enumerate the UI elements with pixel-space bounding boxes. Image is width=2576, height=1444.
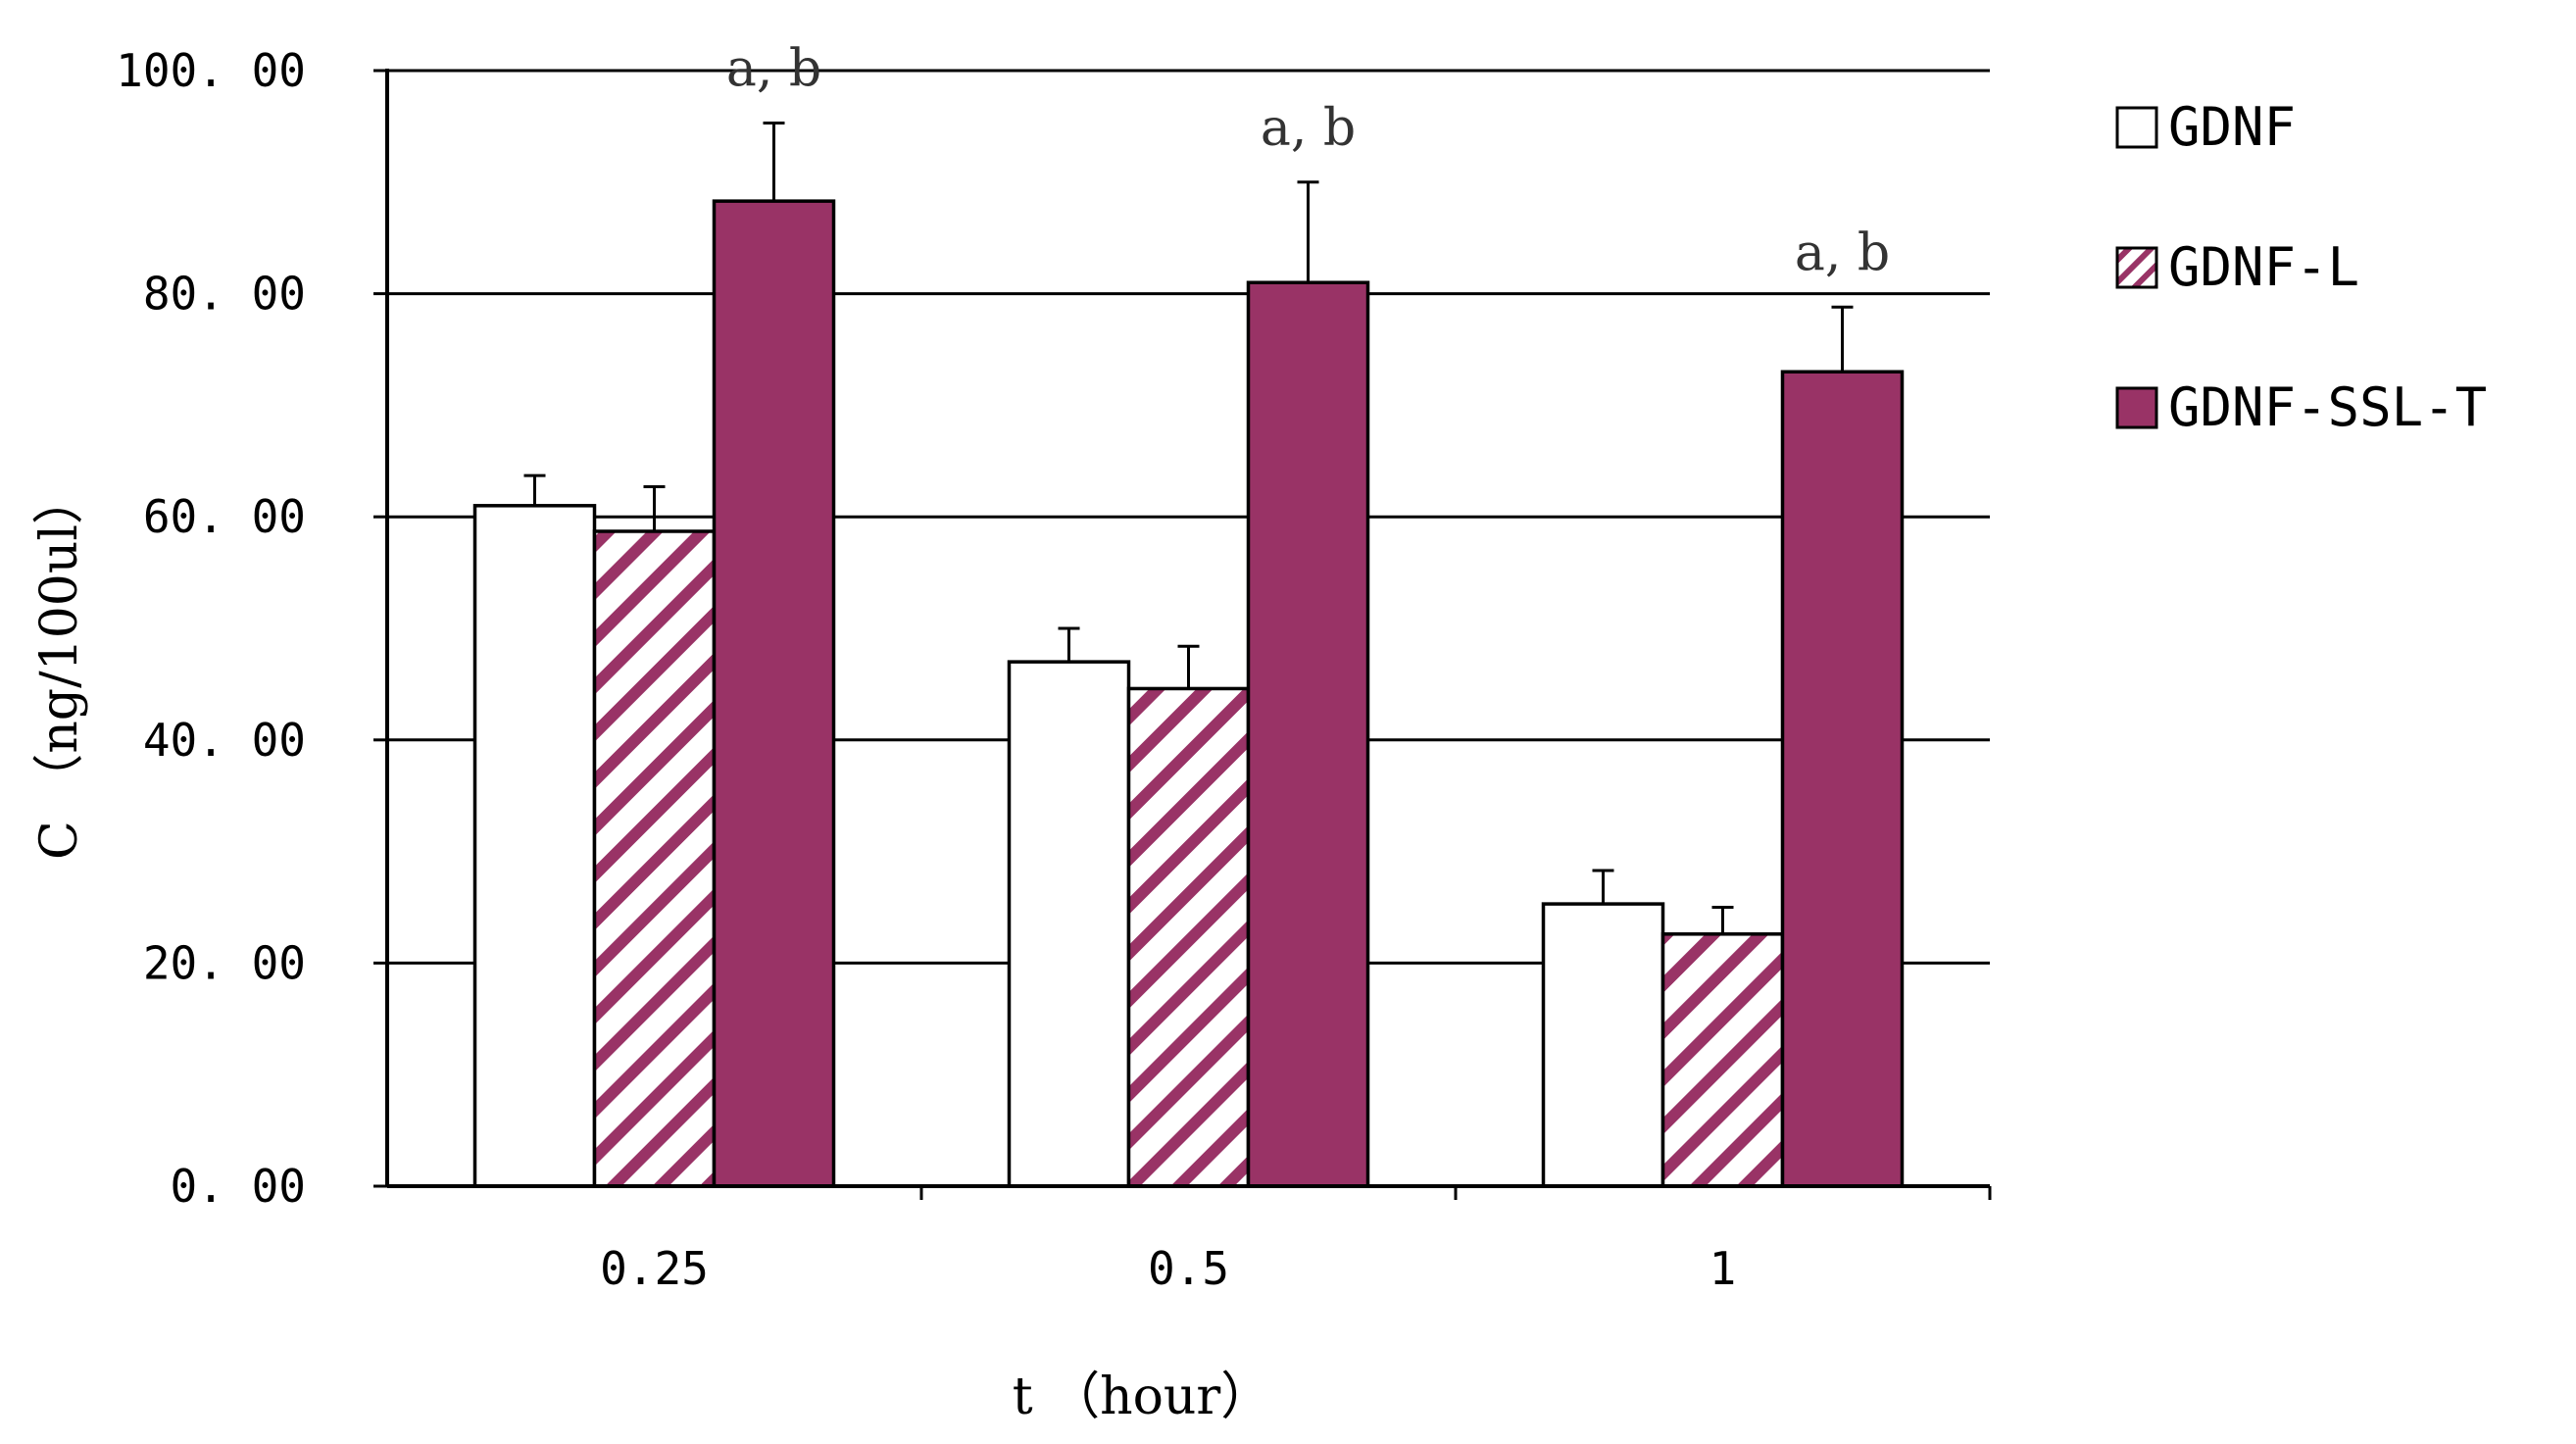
legend-swatch: [2115, 246, 2158, 289]
legend: GDNF GDNF-L GDNF-SSL-T: [2115, 96, 2487, 438]
bar-gdnf-0.25: [472, 504, 597, 1188]
bar-gdnf-l-1: [1660, 932, 1785, 1188]
y-tick-label: 100. 00: [116, 44, 306, 97]
y-axis-title: C （ng/100ul）: [30, 473, 89, 860]
y-tick-label: 20. 00: [143, 936, 306, 989]
bar-gdnf-ssl-t-0.5: [1246, 280, 1370, 1188]
y-tick-label: 80. 00: [143, 268, 306, 321]
x-tick-label: 0.25: [600, 1242, 709, 1295]
bar-gdnf-ssl-t-0.25: [712, 199, 836, 1188]
legend-swatch: [2115, 106, 2158, 149]
x-tick-labels: 0.25 0.5 1: [600, 1242, 1736, 1295]
significance-annotation: a, b: [1795, 224, 1890, 282]
bar-gdnf-l-0.5: [1126, 686, 1251, 1188]
y-tick-label: 60. 00: [143, 490, 306, 543]
legend-label: GDNF-L: [2168, 236, 2359, 298]
legend-label: GDNF: [2168, 96, 2296, 158]
legend-swatch: [2115, 386, 2158, 429]
y-tick-label: 0. 00: [171, 1160, 306, 1213]
x-axis-title: t （hour）: [1013, 1368, 1272, 1426]
bar-gdnf-0.5: [1007, 660, 1131, 1188]
bar-gdnf-ssl-t-1: [1780, 370, 1905, 1188]
legend-label: GDNF-SSL-T: [2168, 376, 2487, 438]
annotations: a, b a, b a, b: [726, 39, 1890, 282]
x-tick-label: 1: [1709, 1242, 1737, 1295]
bar-gdnf-1: [1541, 902, 1665, 1188]
bars: [472, 121, 1905, 1188]
significance-annotation: a, b: [1261, 99, 1356, 158]
axes: [373, 69, 1992, 1200]
y-tick-labels: 0. 00 20. 00 40. 00 60. 00 80. 00 100. 00: [116, 44, 306, 1213]
significance-annotation: a, b: [726, 39, 821, 98]
y-tick-label: 40. 00: [143, 714, 306, 767]
bar-gdnf-l-0.25: [592, 529, 717, 1188]
x-tick-label: 0.5: [1148, 1242, 1229, 1295]
